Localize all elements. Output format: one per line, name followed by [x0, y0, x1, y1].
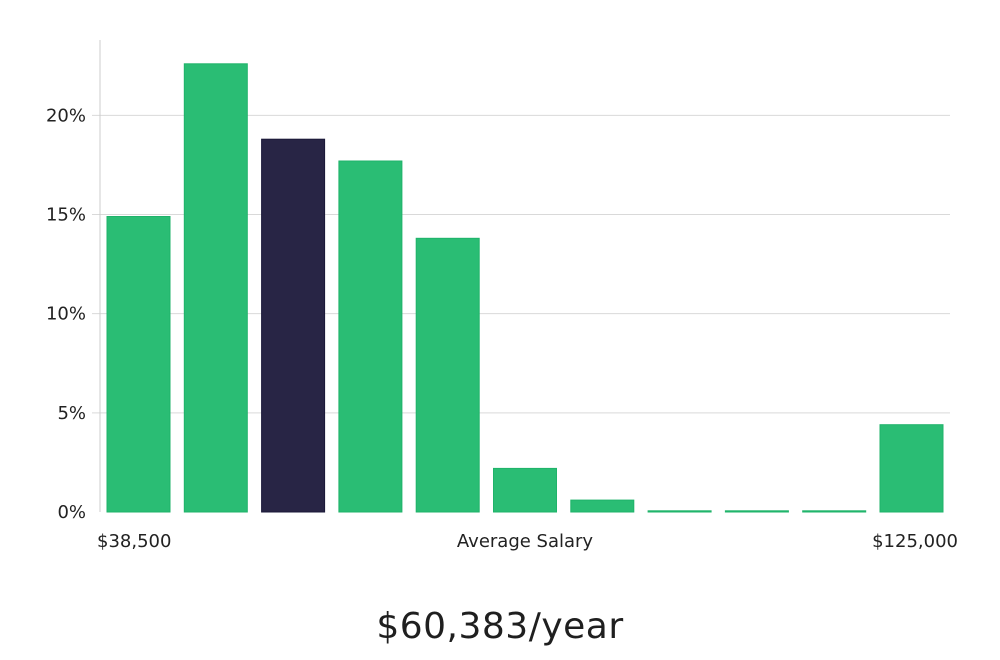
bar-highlighted [261, 138, 326, 513]
x-label-min: $38,500 [97, 531, 171, 552]
bar [415, 237, 480, 513]
bar [724, 510, 789, 513]
bars [106, 63, 944, 513]
y-tick-labels: 0% 5% 10% 15% 20% [46, 105, 86, 523]
y-tick-label: 20% [46, 105, 86, 126]
y-tick-label: 0% [57, 502, 86, 523]
salary-distribution-chart: 0% 5% 10% 15% 20% $38,500 Average Salary $12… [46, 40, 958, 552]
x-label-max: $125,000 [872, 531, 958, 552]
bar [570, 499, 635, 513]
x-axis-label: Average Salary [457, 531, 594, 552]
bar [802, 510, 867, 513]
y-tick-label: 10% [46, 304, 86, 325]
y-tick-label: 15% [46, 205, 86, 226]
y-tick-label: 5% [57, 403, 86, 424]
bar [493, 467, 557, 513]
bar [879, 424, 944, 513]
bar [183, 63, 248, 513]
bar [338, 160, 403, 513]
average-salary-value: $60,383/year [376, 606, 624, 647]
bar [647, 510, 712, 513]
bar [106, 216, 171, 513]
